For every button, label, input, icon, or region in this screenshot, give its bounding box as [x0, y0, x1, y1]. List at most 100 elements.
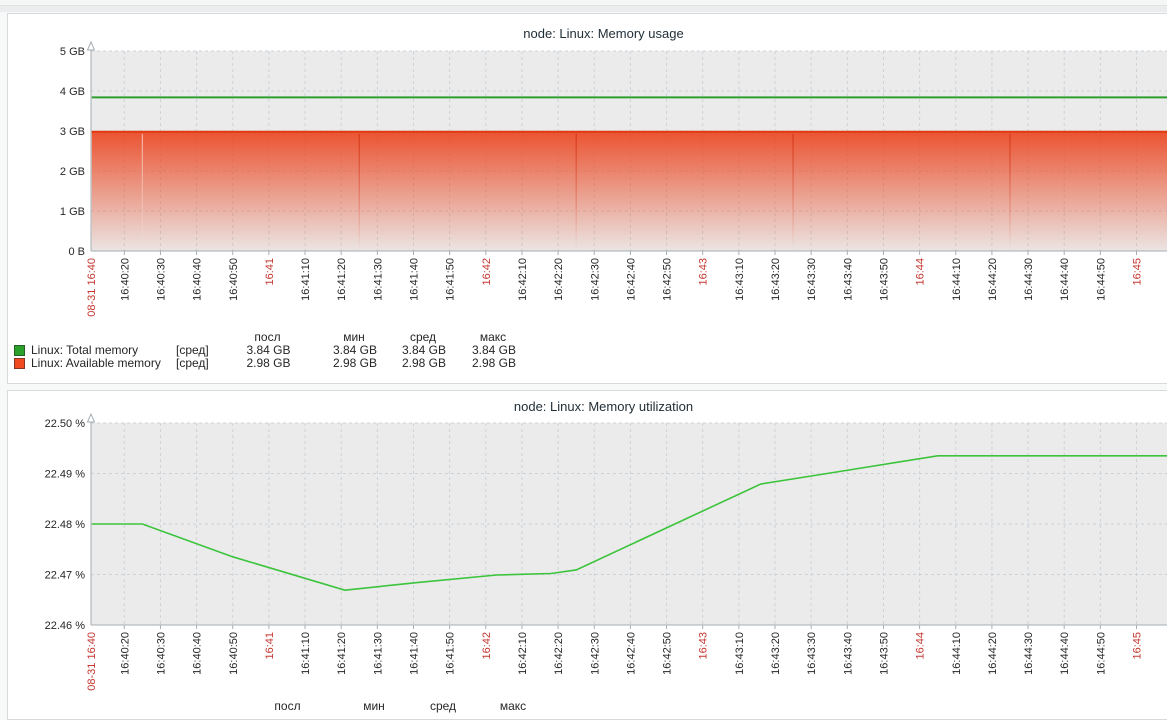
legend-column-header: макс — [479, 330, 507, 344]
y-axis-label: 22.46 % — [45, 620, 86, 632]
y-axis-label: 22.48 % — [45, 519, 86, 531]
x-axis-label: 16:43:10 — [734, 258, 746, 301]
memory-utilization-graph[interactable]: 08-31 16:40 16:40:20 16:40:30 16:40:40 16:40… — [0, 390, 1167, 711]
legend-value: 3.84 GB — [332, 343, 378, 357]
y-axis-label: 22.50 % — [45, 418, 86, 430]
x-axis-label: 16:44:50 — [1095, 632, 1107, 675]
x-axis-label: 16:40:20 — [119, 632, 131, 675]
x-axis-label: 16:44:10 — [951, 632, 963, 675]
legend-value: 3.84 GB — [471, 343, 517, 357]
x-axis-label: 16:41:50 — [445, 258, 457, 301]
x-axis-label: 16:42:30 — [589, 632, 601, 675]
x-axis-label: 16:41 — [264, 258, 276, 286]
x-axis-label: 16:42:10 — [517, 258, 529, 301]
x-axis-label: 16:43:50 — [878, 632, 890, 675]
x-axis-label: 16:40:30 — [155, 258, 167, 301]
top-toolbar-shadow — [0, 6, 1167, 12]
x-axis-label: 16:45 — [1132, 258, 1144, 286]
x-axis-label: 16:42 — [481, 258, 493, 286]
y-axis-label: 5 GB — [60, 46, 85, 58]
legend-value: 2.98 GB — [332, 356, 378, 370]
y-axis-label: 2 GB — [60, 166, 85, 178]
top-toolbar-strip — [0, 0, 1167, 6]
x-axis-label: 16:41:10 — [300, 632, 312, 675]
legend-series-name: Linux: Total memory — [31, 343, 139, 357]
x-axis-label: 16:44:10 — [951, 258, 963, 301]
x-axis-label: 16:41:40 — [409, 632, 421, 675]
x-axis-label: 16:43:30 — [806, 632, 818, 675]
x-axis-label: 16:44:30 — [1023, 632, 1035, 675]
legend-aggregation: [сред] — [176, 343, 209, 357]
legend-value: 2.98 GB — [471, 356, 517, 370]
series-color-swatch-icon — [14, 358, 25, 369]
graph-legend-memory-utilization: посл мин сред макс — [34, 700, 558, 713]
x-axis-label: 16:41:50 — [445, 632, 457, 675]
x-axis-label: 16:43:40 — [842, 258, 854, 301]
series-color-swatch-icon — [14, 345, 25, 356]
y-axis-label: 4 GB — [60, 86, 85, 98]
x-axis-label: 16:44 — [915, 258, 927, 286]
x-axis-label: 16:42 — [481, 632, 493, 660]
x-axis-label: 16:40:30 — [155, 632, 167, 675]
x-axis-label: 16:41:40 — [409, 258, 421, 301]
x-axis-label: 16:40:40 — [192, 258, 204, 301]
x-axis-label: 16:41:30 — [372, 632, 384, 675]
x-axis-label: 16:43:20 — [770, 632, 782, 675]
x-axis-label: 16:44:50 — [1095, 258, 1107, 301]
x-axis-label: 16:42:50 — [662, 258, 674, 301]
x-axis-label: 16:44:20 — [987, 632, 999, 675]
legend-column-header: макс — [499, 699, 527, 713]
series-area-fill — [91, 131, 1167, 251]
x-axis-label: 16:44:40 — [1059, 258, 1071, 301]
x-axis-label: 16:43:40 — [842, 632, 854, 675]
x-axis-label: 16:41 — [264, 632, 276, 660]
legend-column-header: сред — [409, 330, 437, 344]
x-axis-label: 16:43:50 — [878, 258, 890, 301]
memory-usage-graph[interactable]: 08-31 16:40 16:40:20 16:40:30 16:40:40 16:40… — [0, 0, 1167, 385]
legend-series-name: Linux: Available memory — [31, 356, 161, 370]
x-axis-label: 16:42:20 — [553, 632, 565, 675]
x-axis-label: 16:41:10 — [300, 258, 312, 301]
x-axis-label: 16:40:20 — [119, 258, 131, 301]
legend-column-header: мин — [363, 699, 385, 713]
x-axis-label: 16:42:20 — [553, 258, 565, 301]
legend-header-row: посл мин сред макс — [34, 700, 558, 713]
legend-aggregation: [сред] — [176, 356, 209, 370]
y-axis-label: 22.47 % — [45, 570, 86, 582]
legend-column-header: посл — [274, 699, 301, 713]
y-axis-label: 1 GB — [60, 206, 85, 218]
x-axis-label: 16:43:30 — [806, 258, 818, 301]
x-axis-label: 16:44:30 — [1023, 258, 1035, 301]
x-axis-label: 16:42:30 — [589, 258, 601, 301]
legend-row: Linux: Total memory [сред] 3.84 GB 3.84 GB 3… — [14, 344, 539, 357]
chart-title-memory-usage: node: Linux: Memory usage — [523, 26, 684, 41]
x-axis-label: 16:42:40 — [625, 258, 637, 301]
legend-value: 3.84 GB — [246, 343, 291, 357]
x-axis-label: 16:44:40 — [1059, 632, 1071, 675]
series-line — [91, 455, 1167, 591]
x-axis-label: 16:40:40 — [192, 632, 204, 675]
legend-value: 2.98 GB — [401, 356, 447, 370]
legend-column-header: сред — [429, 699, 457, 713]
x-axis-label: 16:42:50 — [662, 632, 674, 675]
x-axis-label: 16:41:20 — [336, 632, 348, 675]
x-axis-label: 16:42:10 — [517, 632, 529, 675]
legend-column-header: посл — [254, 330, 281, 344]
x-axis-label: 16:43:10 — [734, 632, 746, 675]
x-axis-label: 08-31 16:40 — [86, 632, 98, 691]
y-axis-label: 22.49 % — [45, 469, 86, 481]
legend-value: 3.84 GB — [401, 343, 447, 357]
y-axis-arrow-icon — [86, 412, 96, 423]
x-axis-label: 16:40:50 — [228, 632, 240, 675]
x-axis-label: 16:43 — [698, 632, 710, 660]
x-axis-label: 16:43:20 — [770, 258, 782, 301]
legend-row: Linux: Available memory [сред] 2.98 GB 2.98… — [14, 357, 539, 370]
x-axis-label: 16:40:50 — [228, 258, 240, 301]
x-axis-label: 16:44 — [915, 632, 927, 660]
legend-header-row: посл мин сред макс — [14, 331, 539, 344]
x-axis-label: 16:42:40 — [625, 632, 637, 675]
x-axis-label: 16:41:20 — [336, 258, 348, 301]
legend-column-header: мин — [343, 330, 365, 344]
chart-title-memory-utilization: node: Linux: Memory utilization — [513, 399, 694, 414]
